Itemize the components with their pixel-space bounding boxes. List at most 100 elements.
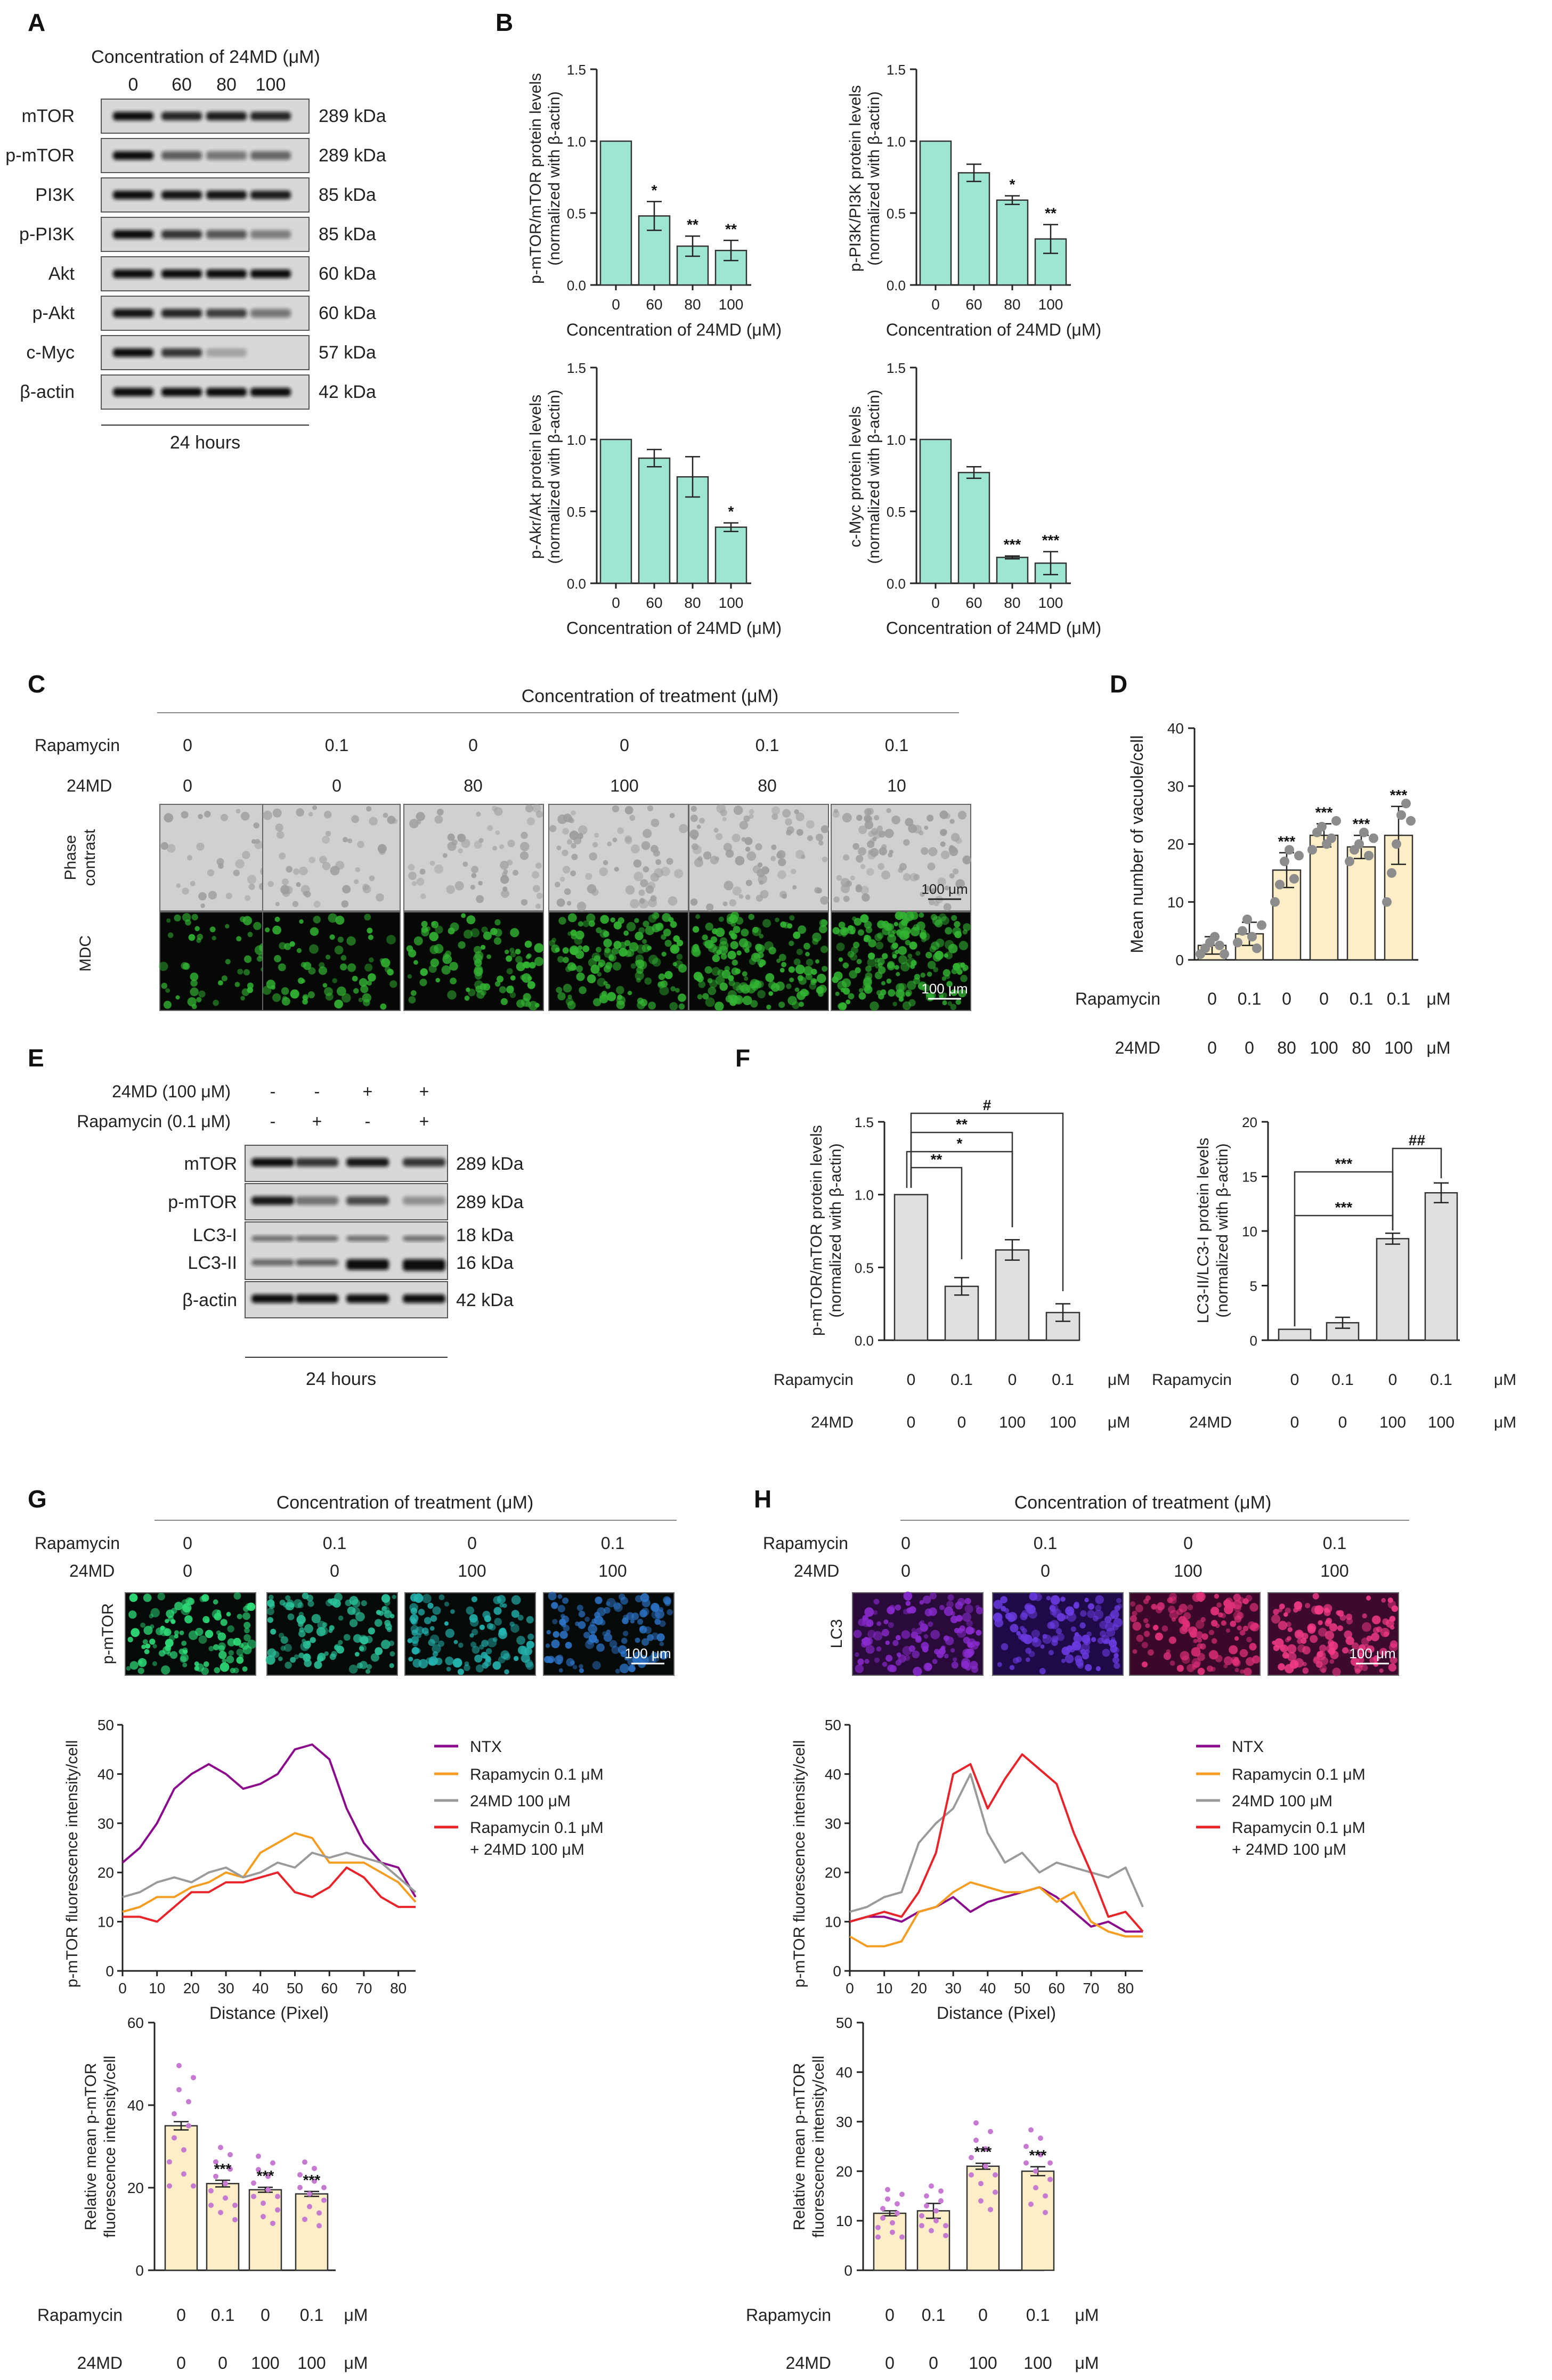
cell-dot <box>278 963 286 972</box>
data-point <box>993 2189 998 2195</box>
cell-dot <box>672 961 677 967</box>
panel-h-legend: NTX Rapamycin 0.1 μM 24MD 100 μM Rapamyc… <box>1196 1738 1366 1859</box>
panel-e-western-blot: 24MD (100 μM) Rapamycin (0.1 μM) ---++-+… <box>77 1082 523 1389</box>
cell-dot <box>789 915 795 921</box>
row1-value: 0 <box>907 1371 916 1389</box>
cell-dot <box>244 955 252 963</box>
cell-dot <box>637 1618 644 1625</box>
cell-dot <box>811 968 817 975</box>
cell-dot <box>597 972 602 977</box>
cell-dot <box>1253 1623 1259 1628</box>
cell-dot <box>253 922 262 931</box>
cell-dot <box>411 881 417 886</box>
data-point <box>223 2195 228 2201</box>
cell-dot <box>499 986 507 993</box>
cell-dot <box>679 824 688 834</box>
panel-b-chart-4: 0.00.51.01.50 60***80***100Concentration … <box>847 360 1101 638</box>
cell-dot <box>946 1601 954 1608</box>
cell-dot <box>472 1628 478 1635</box>
row2-value: 0 <box>183 776 192 795</box>
cell-dot <box>271 985 275 990</box>
cell-dot <box>474 965 483 974</box>
cell-dot <box>478 838 484 843</box>
comparison-mark: * <box>957 1135 963 1152</box>
cell-dot <box>244 1627 250 1634</box>
cell-dot <box>421 926 428 933</box>
cell-dot <box>640 1593 649 1602</box>
series-line-3 <box>123 1866 416 1923</box>
y-tick-label: 50 <box>836 2015 852 2031</box>
cell-dot <box>940 916 949 925</box>
cell-dot <box>1028 1610 1037 1619</box>
cell-dot <box>648 1001 656 1010</box>
panel-c-microscopy: Concentration of treatment (μM) Rapamyci… <box>35 686 971 1011</box>
cell-dot <box>594 955 600 962</box>
cell-dot <box>771 844 777 850</box>
cell-dot <box>1061 1647 1070 1656</box>
y-tick-label: 30 <box>825 1815 841 1832</box>
cell-dot <box>242 851 250 859</box>
cell-dot <box>658 982 663 987</box>
cell-dot <box>427 1602 434 1609</box>
row1-value: 0.1 <box>323 1534 346 1553</box>
cell-dot <box>725 849 734 858</box>
cell-dot <box>868 939 876 948</box>
cell-dot <box>1242 1625 1249 1632</box>
cell-dot <box>290 1603 295 1608</box>
row1-value: 0.1 <box>300 2305 323 2325</box>
rapamycin-label-right: Rapamycin <box>1152 1371 1232 1389</box>
row2-value: 100 <box>1428 1414 1455 1431</box>
cell-dot <box>925 1663 932 1670</box>
cell-dot <box>641 841 651 850</box>
cell-dot <box>587 974 596 983</box>
y-axis-label: p-mTOR fluorescence intensity/cell <box>63 1740 81 1988</box>
rapamycin-label: Rapamycin <box>1075 989 1160 1008</box>
cell-dot <box>575 1621 580 1626</box>
cell-dot <box>771 806 780 815</box>
cell-dot <box>678 993 686 1002</box>
cell-dot <box>895 911 904 920</box>
cell-dot <box>174 1634 178 1639</box>
cell-dot <box>487 1637 497 1648</box>
cell-dot <box>730 941 738 950</box>
cell-dot <box>666 858 673 865</box>
cell-dot <box>814 887 821 894</box>
row2-value: 100 <box>1050 1414 1076 1431</box>
cell-dot <box>369 957 374 963</box>
cell-dot <box>299 919 304 924</box>
cell-dot <box>911 960 917 966</box>
row2-value: 0 <box>218 2353 227 2373</box>
cell-dot <box>944 885 949 891</box>
cell-dot <box>313 901 321 908</box>
data-point <box>978 2181 984 2187</box>
cell-dot <box>693 972 703 981</box>
unit-label: μM <box>1426 1038 1450 1057</box>
bar <box>714 526 747 584</box>
cell-dot <box>255 945 264 955</box>
cell-dot <box>777 850 786 859</box>
data-point <box>1242 914 1252 924</box>
cell-dot <box>838 957 843 962</box>
cell-dot <box>840 988 846 993</box>
cell-dot <box>1286 1621 1291 1627</box>
cell-dot <box>953 963 961 971</box>
cell-dot <box>886 979 892 984</box>
cell-dot <box>1286 1636 1291 1641</box>
cell-dot <box>616 985 624 995</box>
cell-dot <box>438 1594 445 1601</box>
cell-dot <box>933 900 939 907</box>
cell-dot <box>140 1623 145 1628</box>
cell-dot <box>613 962 621 971</box>
cell-dot <box>353 1634 362 1643</box>
panel-h-rapamycin-label: Rapamycin <box>763 1534 848 1553</box>
cell-dot <box>1193 1639 1198 1643</box>
cell-dot <box>1237 1625 1242 1631</box>
row2-value: 0 <box>929 2353 938 2373</box>
cell-dot <box>896 972 900 976</box>
y-tick-label: 0 <box>135 2262 144 2279</box>
cell-dot <box>793 931 801 939</box>
cell-dot <box>627 991 632 996</box>
